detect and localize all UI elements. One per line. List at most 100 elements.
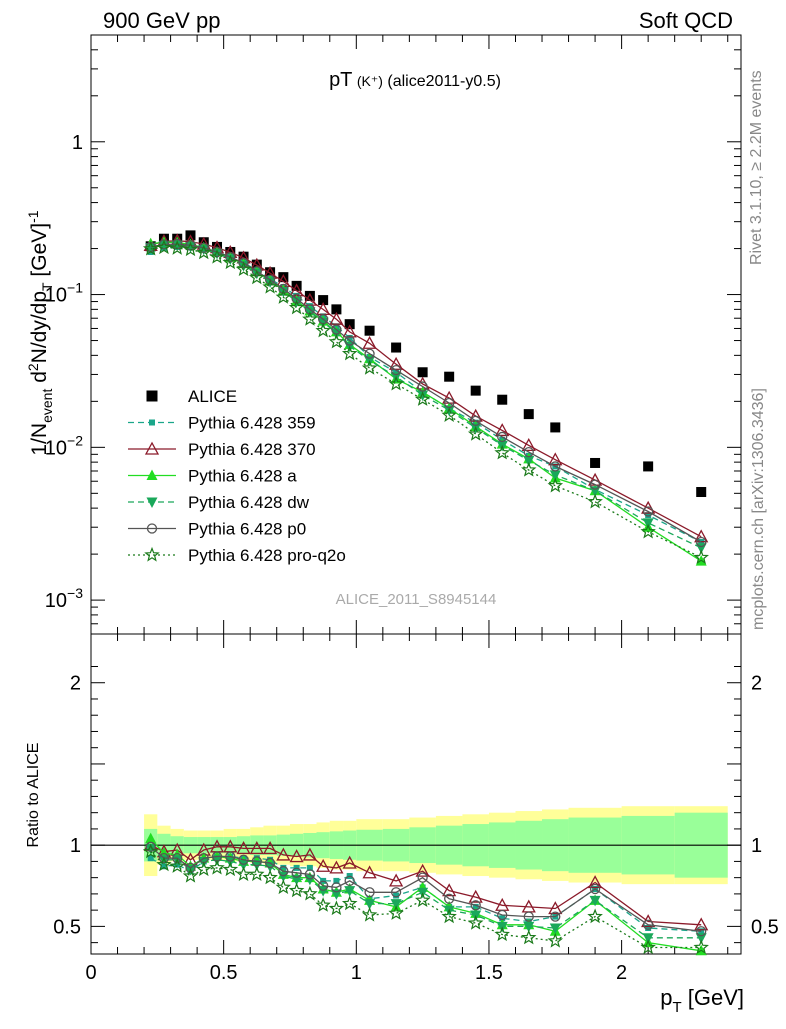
- main-data-point: [640, 523, 656, 539]
- ratio-data-point: [235, 866, 252, 882]
- main-data-point: [251, 268, 263, 280]
- main-data-point: [196, 244, 212, 260]
- ratio-series-4: [145, 841, 707, 937]
- ratio-data-point: [393, 892, 400, 899]
- main-data-point: [315, 322, 331, 338]
- legend-item: Pythia 6.428 dw: [128, 493, 310, 512]
- main-data-point: [470, 385, 481, 396]
- legend-label: Pythia 6.428 dw: [188, 493, 310, 512]
- ratio-data-point: [693, 939, 709, 955]
- main-data-point: [275, 289, 292, 304]
- legend-label: Pythia 6.428 a: [188, 467, 297, 486]
- ratio-series-5: [142, 843, 709, 955]
- ratio-data-point: [169, 858, 185, 873]
- ratio-data-point: [249, 866, 265, 882]
- plot-title: pT (K⁺) (alice2011-y0.5): [329, 69, 501, 91]
- main-data-point: [329, 311, 344, 325]
- main-data-point: [388, 375, 404, 391]
- legend-marker: [149, 419, 155, 426]
- main-data-point: [156, 239, 172, 255]
- main-data-point: [696, 536, 707, 548]
- plot-title-particle: (K⁺): [357, 73, 383, 89]
- main-data-point: [198, 242, 209, 254]
- ratio-data-point: [415, 863, 430, 877]
- ratio-data-point: [499, 915, 506, 922]
- ratio-data-point: [262, 841, 278, 855]
- main-data-point: [391, 342, 402, 353]
- legend-marker: [146, 523, 158, 534]
- main-data-point: [364, 348, 375, 359]
- legend-marker: [144, 441, 160, 455]
- ratio-data-point: [362, 865, 377, 879]
- ratio-data-point: [329, 860, 344, 874]
- x-tick-label: 0.5: [210, 962, 238, 984]
- main-data-point: [443, 405, 455, 417]
- x-tick-label: 1: [351, 962, 362, 984]
- ratio-data-point: [441, 908, 457, 924]
- ratio-data-point: [158, 853, 170, 864]
- legend-item: Pythia 6.428 359: [128, 414, 316, 433]
- legend-label: ALICE: [188, 387, 237, 406]
- ratio-data-point: [315, 897, 331, 912]
- ratio-data-point: [444, 893, 455, 904]
- ratio-data-point: [494, 926, 510, 942]
- ratio-data-point: [251, 856, 262, 867]
- ratio-ytick-label: 2: [70, 673, 81, 695]
- ratio-data-point: [341, 895, 358, 911]
- main-data-point: [238, 257, 249, 269]
- main-ytick-label: 10−3: [45, 585, 83, 612]
- ratio-data-point: [364, 887, 375, 898]
- ratio-data-point: [390, 899, 402, 910]
- ratio-data-point: [694, 917, 709, 931]
- ratio-data-point: [302, 847, 317, 861]
- main-ylabel: 1/Nevent d2N/dy/dpT [GeV]-1: [25, 210, 55, 455]
- legend-label: Pythia 6.428 p0: [188, 520, 306, 539]
- main-data-point: [262, 278, 278, 294]
- main-data-point: [417, 367, 428, 378]
- ratio-data-point: [147, 855, 154, 862]
- ratio-data-point: [414, 892, 431, 908]
- main-data-point: [182, 241, 199, 257]
- main-data-point: [494, 444, 510, 460]
- main-data-point: [467, 425, 484, 441]
- ratio-data-point: [330, 889, 342, 900]
- x-tick-label: 0: [85, 962, 96, 984]
- legend-label: Pythia 6.428 370: [188, 440, 316, 459]
- ratio-data-point: [523, 911, 534, 922]
- x-tick-label: 2: [616, 962, 627, 984]
- ratio-data-point: [277, 871, 289, 883]
- legend-item: Pythia 6.428 a: [128, 467, 297, 486]
- ratio-data-point: [523, 921, 535, 933]
- ratio-ylabel: Ratio to ALICE: [25, 743, 42, 848]
- ratio-data-point: [417, 872, 428, 883]
- ratio-data-point: [331, 882, 342, 893]
- main-data-point: [497, 394, 508, 405]
- main-data-point: [264, 274, 276, 285]
- main-data-point: [495, 423, 510, 437]
- ratio-data-point: [642, 919, 654, 930]
- legend-marker: [146, 469, 158, 480]
- ratio-data-point: [442, 883, 457, 897]
- ratio-data-point: [472, 903, 479, 910]
- ratio-data-point: [145, 841, 156, 852]
- main-data-point: [211, 246, 223, 258]
- ratio-data-point: [388, 905, 404, 920]
- ratio-data-point: [236, 841, 251, 855]
- analysis-watermark: ALICE_2011_S8945144: [336, 591, 497, 608]
- ratio-series-1: [143, 837, 709, 931]
- legend-label: Pythia 6.428 pro-q2o: [188, 546, 346, 565]
- ratio-data-point: [333, 877, 340, 884]
- main-data-point: [414, 391, 431, 406]
- ratio-data-point: [549, 923, 561, 935]
- ratio-data-point: [276, 847, 291, 861]
- ratio-data-point: [222, 861, 239, 877]
- ratio-data-point: [497, 909, 508, 921]
- ratio-data-point: [275, 879, 292, 895]
- legend-marker: [144, 546, 160, 562]
- main-data-point: [265, 267, 276, 278]
- ratio-data-point: [196, 861, 212, 877]
- ratio-data-point: [317, 886, 329, 897]
- ratio-data-point: [238, 854, 249, 865]
- ratio-ytick-label-right: 0.5: [751, 916, 779, 938]
- ratio-data-point: [238, 860, 250, 871]
